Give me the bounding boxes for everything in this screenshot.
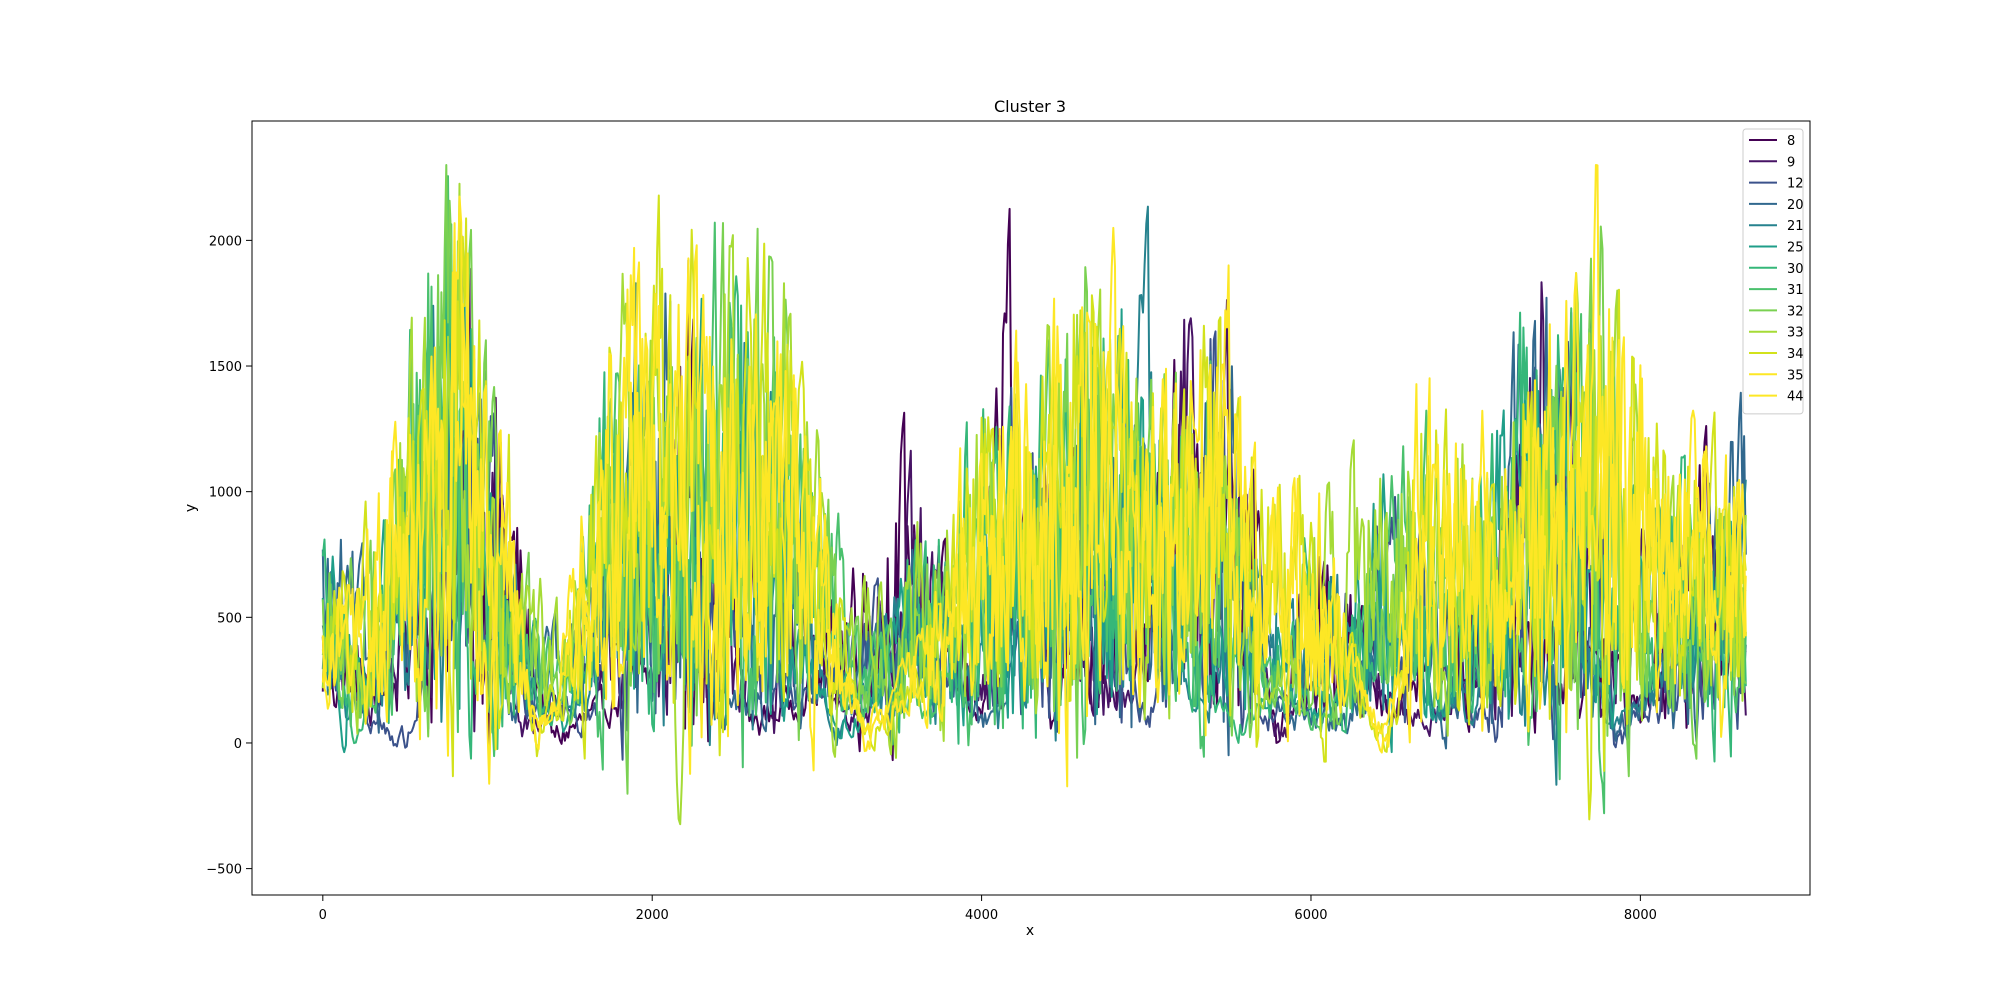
x-tick-label: 4000: [965, 908, 998, 923]
legend-label-34: 34: [1787, 347, 1804, 362]
legend-label-31: 31: [1787, 283, 1804, 298]
x-axis: 0 2000 4000 6000 8000: [319, 895, 1657, 923]
y-tick-label: 2000: [209, 234, 242, 249]
legend-label-30: 30: [1787, 262, 1804, 277]
plot-frame: [251, 120, 1811, 896]
legend-box: [1742, 128, 1804, 415]
legend-label-44: 44: [1787, 390, 1804, 405]
legend-label-33: 33: [1787, 326, 1804, 341]
x-tick-label: 2000: [636, 908, 669, 923]
chart-title: Cluster 3: [994, 97, 1066, 116]
y-tick-label: 1000: [209, 486, 242, 501]
y-tick-label: −500: [206, 863, 242, 878]
x-tick-label: 6000: [1294, 908, 1327, 923]
x-tick-label: 0: [319, 908, 327, 923]
legend-label-12: 12: [1787, 177, 1804, 192]
y-tick-label: 500: [217, 611, 242, 626]
plot-lines: [321, 164, 1747, 826]
legend-label-9: 9: [1787, 155, 1795, 170]
y-tick-label: 0: [234, 737, 242, 752]
y-axis-label: y: [183, 504, 199, 512]
legend-label-21: 21: [1787, 219, 1804, 234]
series-line-44: [321, 222, 1747, 788]
legend-label-25: 25: [1787, 241, 1804, 256]
legend-label-35: 35: [1787, 368, 1804, 383]
y-tick-label: 1500: [209, 360, 242, 375]
x-axis-label: x: [1026, 923, 1034, 939]
legend-label-8: 8: [1787, 134, 1795, 149]
legend-label-32: 32: [1787, 304, 1804, 319]
legend-label-20: 20: [1787, 198, 1804, 213]
x-tick-label: 8000: [1624, 908, 1657, 923]
legend: 8 9 12 20 21 25 30 31 32 33 34 35 44: [1742, 128, 1804, 415]
y-axis: −500 0 500 1000 1500 2000: [206, 234, 252, 878]
